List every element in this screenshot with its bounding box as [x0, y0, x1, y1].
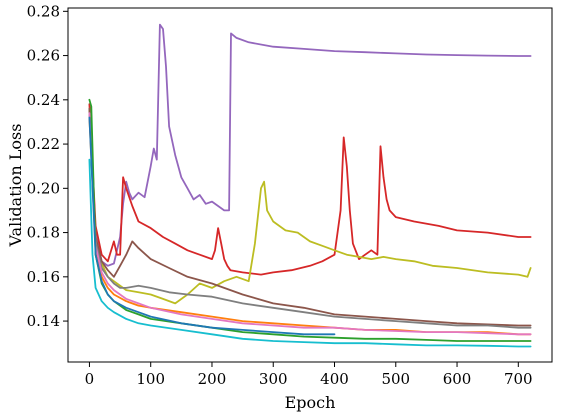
y-tick-label: 0.28 [27, 2, 60, 20]
series-line-10 [88, 158, 532, 348]
x-axis-label: Epoch [285, 393, 336, 412]
series-line-8 [88, 98, 532, 342]
y-axis-ticks: 0.14 0.16 0.18 0.20 0.22 0.24 0.26 0.28 [27, 2, 68, 330]
series-line-6 [88, 116, 532, 336]
series-line-4 [88, 107, 532, 327]
x-tick-label: 400 [320, 370, 349, 388]
series-line-1 [88, 23, 532, 267]
x-axis-ticks: 0 100 200 300 400 500 600 700 [85, 362, 533, 388]
x-tick-label: 600 [443, 370, 472, 388]
y-tick-label: 0.22 [27, 135, 60, 153]
y-tick-label: 0.16 [27, 268, 60, 286]
y-tick-label: 0.20 [27, 179, 60, 197]
y-tick-label: 0.18 [27, 224, 60, 242]
series-line-7 [88, 112, 532, 336]
series-line-3 [88, 107, 532, 305]
series-line-2 [88, 103, 532, 276]
x-tick-label: 300 [259, 370, 288, 388]
y-tick-label: 0.26 [27, 47, 60, 65]
y-tick-label: 0.14 [27, 312, 60, 330]
series-lines [88, 23, 532, 348]
y-axis-label: Validation Loss [6, 124, 25, 248]
series-line-9 [88, 116, 336, 336]
series-line-5 [88, 112, 532, 329]
x-tick-label: 700 [504, 370, 533, 388]
x-tick-label: 0 [85, 370, 95, 388]
x-tick-label: 500 [381, 370, 410, 388]
plot-frame [67, 7, 553, 363]
x-tick-label: 200 [198, 370, 227, 388]
y-tick-label: 0.24 [27, 91, 60, 109]
x-tick-label: 100 [136, 370, 165, 388]
